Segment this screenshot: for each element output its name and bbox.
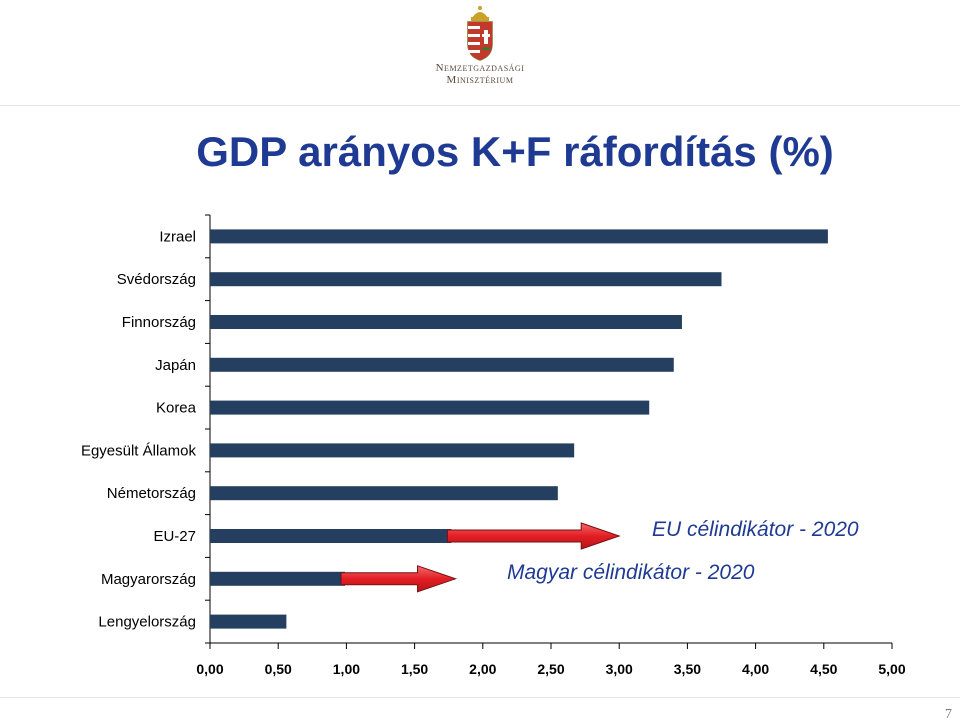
category-label-eu-27: EU-27	[153, 528, 196, 545]
slide-title: GDP arányos K+F ráfordítás (%)	[196, 128, 834, 175]
bar-eu-27	[210, 529, 452, 543]
ministry-name-line1: Nemzetgazdasági	[435, 62, 525, 74]
category-labels: Izrael Svédország Finnország Japán Korea Egye…	[81, 228, 197, 630]
bar-magyarorszag	[210, 571, 346, 586]
category-label-magyarorszag: Magyarország	[101, 571, 196, 588]
category-label-japan: Japán	[155, 357, 196, 374]
target-arrows	[340, 522, 621, 593]
ministry-name-line2: Minisztérium	[446, 74, 514, 86]
slide-header: Nemzetgazdasági Minisztérium	[0, 0, 960, 106]
category-label-lengyelorszag: Lengyelország	[98, 614, 196, 631]
coat-of-arms-icon	[467, 6, 493, 61]
bar-lengyelorszag	[210, 614, 287, 629]
x-tick-label: 2,00	[469, 661, 496, 677]
bar-finnorszag	[210, 315, 682, 329]
bar-izrael	[210, 229, 828, 244]
eu-target-label: EU célindikátor - 2020	[652, 518, 859, 541]
x-tick-label: 4,00	[742, 661, 769, 677]
x-axis-ticks: 0,00 0,50 1,00 1,50 2,00 2,50 3,00 3,50 4,00 4,50…	[196, 643, 906, 677]
x-tick-label: 4,50	[810, 661, 837, 677]
page-number: 7	[945, 707, 952, 722]
x-tick-label: 0,00	[196, 661, 223, 677]
ministry-logo: Nemzetgazdasági Minisztérium	[410, 4, 550, 96]
hu-target-label: Magyar célindikátor - 2020	[507, 561, 755, 584]
category-label-izrael: Izrael	[159, 228, 196, 245]
x-tick-label: 5,00	[878, 661, 905, 677]
bar-nemetorszag	[210, 486, 558, 501]
target-arrow-magyarorszag	[340, 565, 458, 593]
x-tick-label: 1,50	[401, 661, 428, 677]
bar-egyesult-allamok	[210, 443, 575, 458]
bar-svedorszag	[210, 272, 722, 287]
category-label-korea: Korea	[156, 400, 197, 417]
target-arrow-eu-27	[446, 522, 621, 550]
x-tick-label: 3,00	[606, 661, 633, 677]
category-label-finnorszag: Finnország	[122, 314, 196, 331]
category-label-nemetorszag: Németország	[107, 485, 196, 502]
x-tick-label: 1,00	[333, 661, 360, 677]
bar-korea	[210, 400, 650, 415]
x-tick-label: 2,50	[537, 661, 564, 677]
category-label-svedorszag: Svédország	[117, 271, 196, 288]
footer-divider	[0, 697, 960, 698]
x-tick-label: 0,50	[265, 661, 292, 677]
x-tick-label: 3,50	[674, 661, 701, 677]
bar-japan	[210, 357, 674, 372]
category-label-egyesult-allamok: Egyesült Államok	[81, 442, 197, 459]
chart-bars	[210, 229, 828, 629]
